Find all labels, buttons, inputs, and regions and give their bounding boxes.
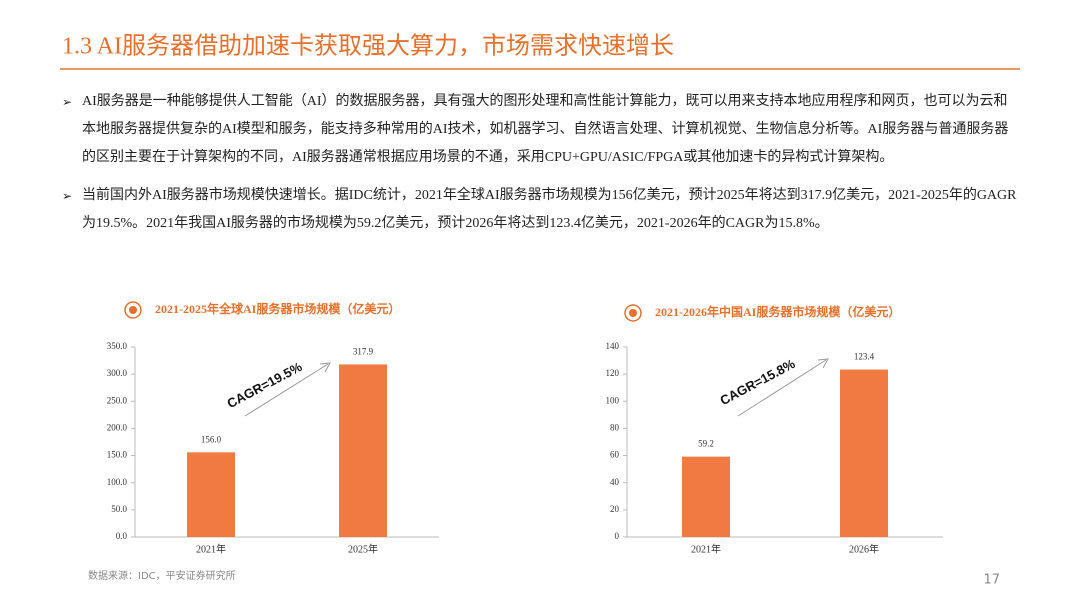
arrow-head [319,362,331,373]
title-marker-dot [129,306,137,314]
y-tick-label: 50.0 [111,504,127,514]
value-label: 123.4 [854,352,875,362]
bullet-list: AI服务器是一种能够提供人工智能（AI）的数据服务器，具有强大的图形处理和高性能… [62,88,1020,248]
y-tick-label: 20 [610,504,620,514]
slide-title: 1.3 AI服务器借助加速卡获取强大算力，市场需求快速增长 [62,33,674,60]
x-tick-label: 2021年 [691,542,721,555]
y-tick-label: 100.0 [107,477,128,487]
y-tick-label: 140 [606,341,620,351]
page-number: 17 [983,573,1000,588]
value-label: 156.0 [201,434,222,444]
y-tick-label: 60 [610,450,620,460]
y-tick-label: 0.0 [116,531,128,541]
y-tick-label: 40 [610,477,620,487]
arrow-head [817,358,829,369]
bar [840,369,888,537]
y-tick-label: 250.0 [107,395,128,405]
bar [682,456,730,537]
y-tick-label: 350.0 [107,341,128,351]
y-tick-label: 300.0 [107,368,128,378]
trend-arrow [244,363,329,417]
title-marker [124,301,142,319]
title-marker [624,304,642,322]
chart-title: 2021-2026年中国AI服务器市场规模（亿美元） [655,304,900,319]
y-tick-label: 120 [606,368,620,378]
value-label: 59.2 [698,439,714,449]
value-label: 317.9 [353,346,374,356]
y-tick-label: 80 [610,422,620,432]
x-tick-label: 2025年 [348,542,378,555]
bullet: AI服务器是一种能够提供人工智能（AI）的数据服务器，具有强大的图形处理和高性能… [62,88,1020,172]
bar [187,452,235,537]
title-marker-dot [629,309,637,317]
y-tick-label: 0 [615,531,620,541]
bullet: 当前国内外AI服务器市场规模快速增长。据IDC统计，2021年全球AI服务器市场… [62,182,1020,238]
x-tick-label: 2021年 [196,542,226,555]
bar [339,364,387,537]
trend-arrow [737,359,827,417]
y-tick-label: 100 [606,395,620,405]
chart-title: 2021-2025年全球AI服务器市场规模（亿美元） [155,301,400,316]
source-note: 数据来源：IDC，平安证券研究所 [88,569,236,582]
cagr-annotation: CAGR=15.8% [717,356,797,408]
x-tick-label: 2026年 [849,542,879,555]
y-tick-label: 150.0 [107,450,128,460]
y-tick-label: 200.0 [107,422,128,432]
